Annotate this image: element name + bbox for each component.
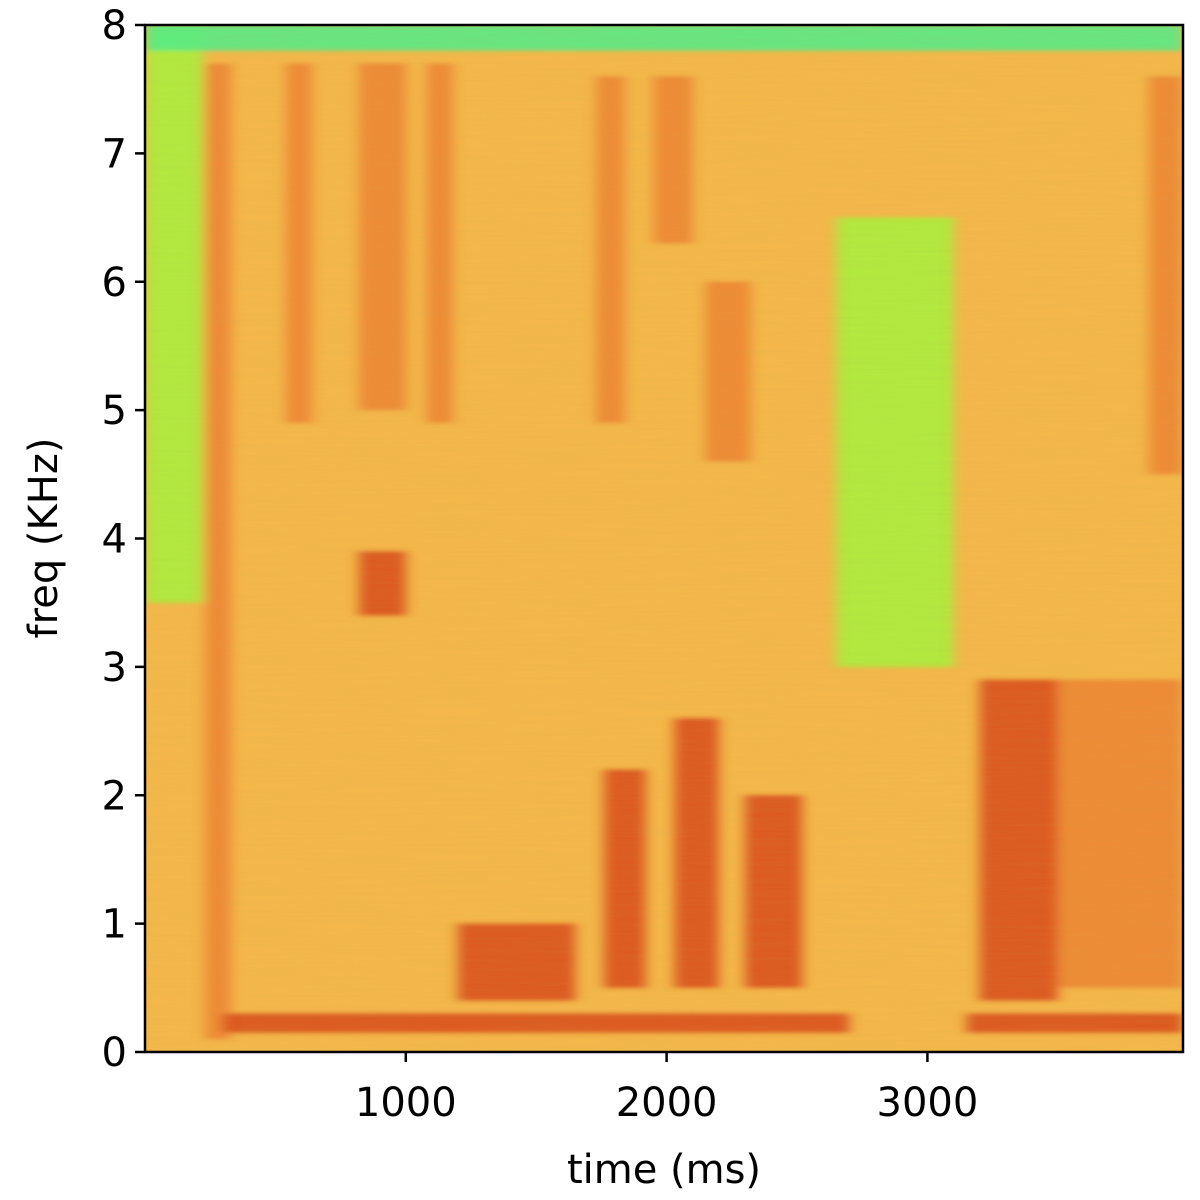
y-tick-label-8: 8: [102, 3, 127, 49]
x-tick-label-3000: 3000: [877, 1080, 979, 1126]
x-axis: 1000 2000 3000: [355, 1052, 978, 1126]
y-tick-label-1: 1: [102, 902, 127, 948]
x-axis-label: time (ms): [567, 1147, 761, 1193]
y-tick-label-5: 5: [102, 388, 127, 434]
y-tick-label-0: 0: [102, 1030, 127, 1076]
heatmap-noise-texture: [145, 25, 1183, 1052]
x-tick-label-2000: 2000: [616, 1080, 718, 1126]
y-tick-label-2: 2: [102, 773, 127, 819]
y-tick-label-3: 3: [102, 645, 127, 691]
y-tick-label-6: 6: [102, 260, 127, 306]
y-tick-label-7: 7: [102, 131, 127, 177]
y-axis-label: freq (KHz): [21, 438, 67, 639]
spectrogram-heatmap: [145, 25, 1183, 1052]
x-tick-label-1000: 1000: [355, 1080, 457, 1126]
y-axis: 0 1 2 3 4 5 6 7 8: [102, 3, 145, 1076]
y-tick-label-4: 4: [102, 517, 127, 563]
